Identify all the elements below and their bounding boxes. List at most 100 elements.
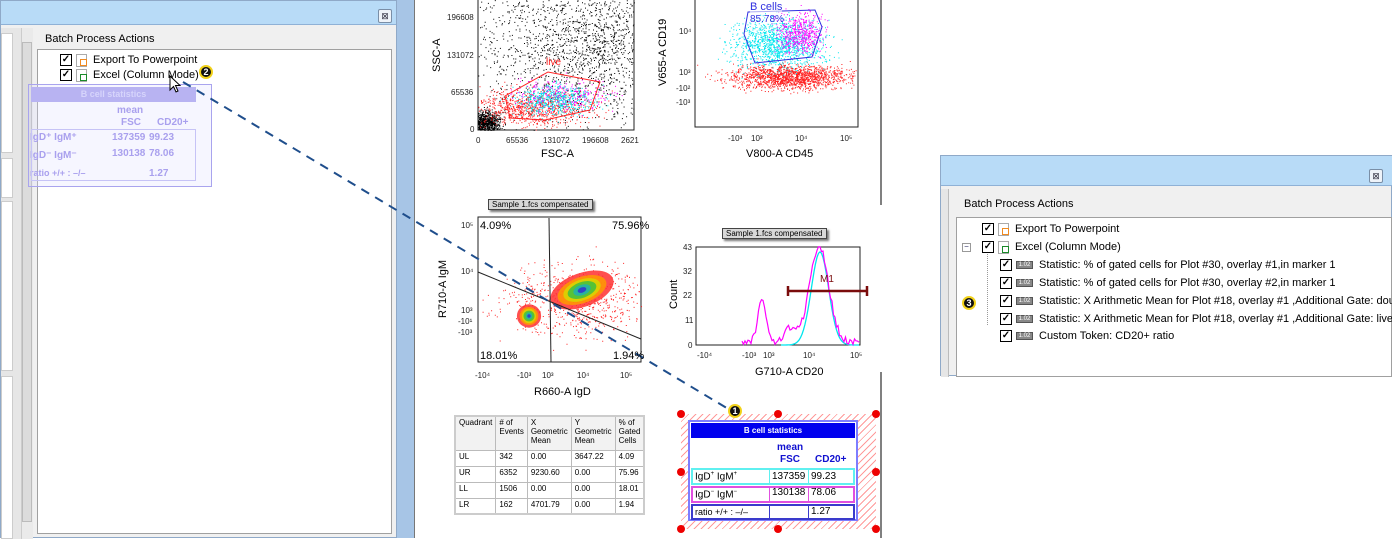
checkbox[interactable]: ✓ <box>1000 295 1012 307</box>
x-axis-label: R660-A IgD <box>534 386 591 398</box>
table-cell: 6352 <box>495 465 528 483</box>
callout-badge-3: 3 <box>962 296 976 310</box>
tree-item-label: Export To Powerpoint <box>1015 223 1120 235</box>
checkbox[interactable]: ✓ <box>1000 277 1012 289</box>
resize-handle[interactable] <box>774 410 782 418</box>
resize-handle[interactable] <box>677 525 685 533</box>
tick: 65536 <box>506 136 529 145</box>
right-scrollbar[interactable] <box>941 189 949 377</box>
statistic-icon: 1.02 <box>1016 297 1033 305</box>
y-axis-label: Count <box>668 279 680 309</box>
tree-connector <box>987 245 988 325</box>
tree-item-statistic[interactable]: ✓ 1.02 Statistic: % of gated cells for Pl… <box>1000 257 1336 273</box>
tick: 10³ <box>763 351 775 360</box>
tick: 10⁵ <box>850 351 863 360</box>
table-cell: 4.09 <box>614 449 645 467</box>
side-strip <box>1 28 21 539</box>
checkbox[interactable]: ✓ <box>60 69 72 81</box>
y-axis-label: SSC-A <box>431 38 443 72</box>
tick: 10⁴ <box>679 27 692 36</box>
resize-handle[interactable] <box>872 468 880 476</box>
m1-marker <box>786 286 869 296</box>
tick: -10⁴ <box>475 371 490 380</box>
tick: -10³ <box>517 371 532 380</box>
tree-item-label: Excel (Column Mode) <box>1015 241 1121 253</box>
tick: 32 <box>683 267 692 276</box>
tree-item-excel-column-mode[interactable]: ✓ Excel (Column Mode) <box>982 239 1121 255</box>
checkbox[interactable]: ✓ <box>1000 330 1012 342</box>
plot-title-badge: Sample 1.fcs compensated <box>488 199 593 210</box>
cell: 99.23 <box>811 471 837 482</box>
tick: 10⁴ <box>461 267 474 276</box>
table-row: IgD− IgM− 130138 78.06 <box>691 486 855 503</box>
resize-handle[interactable] <box>677 468 685 476</box>
tree-item-export-powerpoint[interactable]: ✓ Export To Powerpoint <box>982 221 1119 237</box>
contour-ur <box>577 287 587 293</box>
contour-ll <box>527 314 531 318</box>
tick: 10⁴ <box>803 351 816 360</box>
cd45-cd19-plot-area <box>694 0 859 128</box>
col-header: FSC <box>780 454 800 465</box>
checkbox[interactable]: ✓ <box>1000 313 1012 325</box>
histogram-overlay-magenta <box>741 246 860 347</box>
tick: 10³ <box>461 306 473 315</box>
row-label: IgD− IgM− <box>695 489 738 501</box>
tick: 10³ <box>542 371 554 380</box>
excel-file-icon <box>76 68 87 82</box>
statistic-icon: 1.02 <box>1016 315 1033 323</box>
side-section[interactable] <box>1 201 13 371</box>
table-cell: UR <box>454 465 497 483</box>
checkbox[interactable]: ✓ <box>982 241 994 253</box>
side-section[interactable] <box>1 158 13 198</box>
tick: -10³ <box>728 134 743 143</box>
scroll-thumb[interactable] <box>22 42 32 522</box>
right-panel-titlebar <box>941 156 1392 186</box>
y-axis-label: R710-A IgM <box>437 259 449 318</box>
table-row: UL 342 0.00 3647.22 4.09 <box>454 449 645 467</box>
tick: 0 <box>470 125 475 134</box>
checkbox[interactable]: ✓ <box>982 223 994 235</box>
tree-item-statistic[interactable]: ✓ 1.02 Statistic: X Arithmetic Mean for P… <box>1000 311 1392 327</box>
resize-handle[interactable] <box>872 525 880 533</box>
tick: -10² <box>676 84 691 93</box>
ghost-cell: 137359 <box>112 132 146 143</box>
resize-handle[interactable] <box>677 410 685 418</box>
cell: 1.27 <box>811 506 831 517</box>
right-panel-close-button[interactable]: ⊠ <box>1369 169 1383 183</box>
bcell-table-selection[interactable]: B cell statistics mean FSC CD20+ IgD+ Ig… <box>677 410 880 533</box>
gate-label: live <box>546 57 562 68</box>
resize-handle[interactable] <box>774 525 782 533</box>
tree-item-label: Statistic: % of gated cells for Plot #30… <box>1039 277 1336 289</box>
gate-value: 85.78% <box>750 14 784 25</box>
table-cell: 9230.60 <box>526 465 572 483</box>
side-section[interactable] <box>1 33 13 153</box>
tree-item-custom-token[interactable]: ✓ 1.02 Custom Token: CD20+ ratio <box>1000 328 1174 344</box>
tick: 10⁵ <box>620 371 633 380</box>
tick: 10⁵ <box>461 221 474 230</box>
tick: -10³ <box>676 98 691 107</box>
checkbox[interactable]: ✓ <box>1000 259 1012 271</box>
left-panel-close-button[interactable]: ⊠ <box>378 9 392 23</box>
live-gate <box>504 71 601 121</box>
ghost-col-header: FSC <box>121 117 141 128</box>
tree-item-statistic[interactable]: ✓ 1.02 Statistic: % of gated cells for Pl… <box>1000 275 1336 291</box>
window-edge <box>397 0 415 538</box>
ghost-cell: 1.27 <box>149 168 169 179</box>
table-cell: 0.00 <box>570 465 616 483</box>
column-header: Y Geometric Mean <box>570 415 616 451</box>
table-cell: 75.96 <box>614 465 645 483</box>
tree-item-statistic[interactable]: ✓ 1.02 Statistic: X Arithmetic Mean for P… <box>1000 293 1392 309</box>
collapse-toggle[interactable]: − <box>962 243 971 252</box>
tree-item-export-powerpoint[interactable]: ✓ Export To Powerpoint <box>60 52 197 68</box>
ghost-col-header: CD20+ <box>157 117 189 128</box>
tick: 131072 <box>543 136 570 145</box>
tick: 196608 <box>447 13 474 22</box>
quadrant-vertical-line <box>548 217 552 363</box>
resize-handle[interactable] <box>872 410 880 418</box>
left-scrollbar[interactable] <box>21 28 33 539</box>
checkbox[interactable]: ✓ <box>60 54 72 66</box>
tree-item-label: Statistic: X Arithmetic Mean for Plot #1… <box>1039 295 1392 307</box>
table-cell: UL <box>454 449 497 467</box>
table-row: IgD+ IgM+ 137359 99.23 <box>691 468 855 485</box>
